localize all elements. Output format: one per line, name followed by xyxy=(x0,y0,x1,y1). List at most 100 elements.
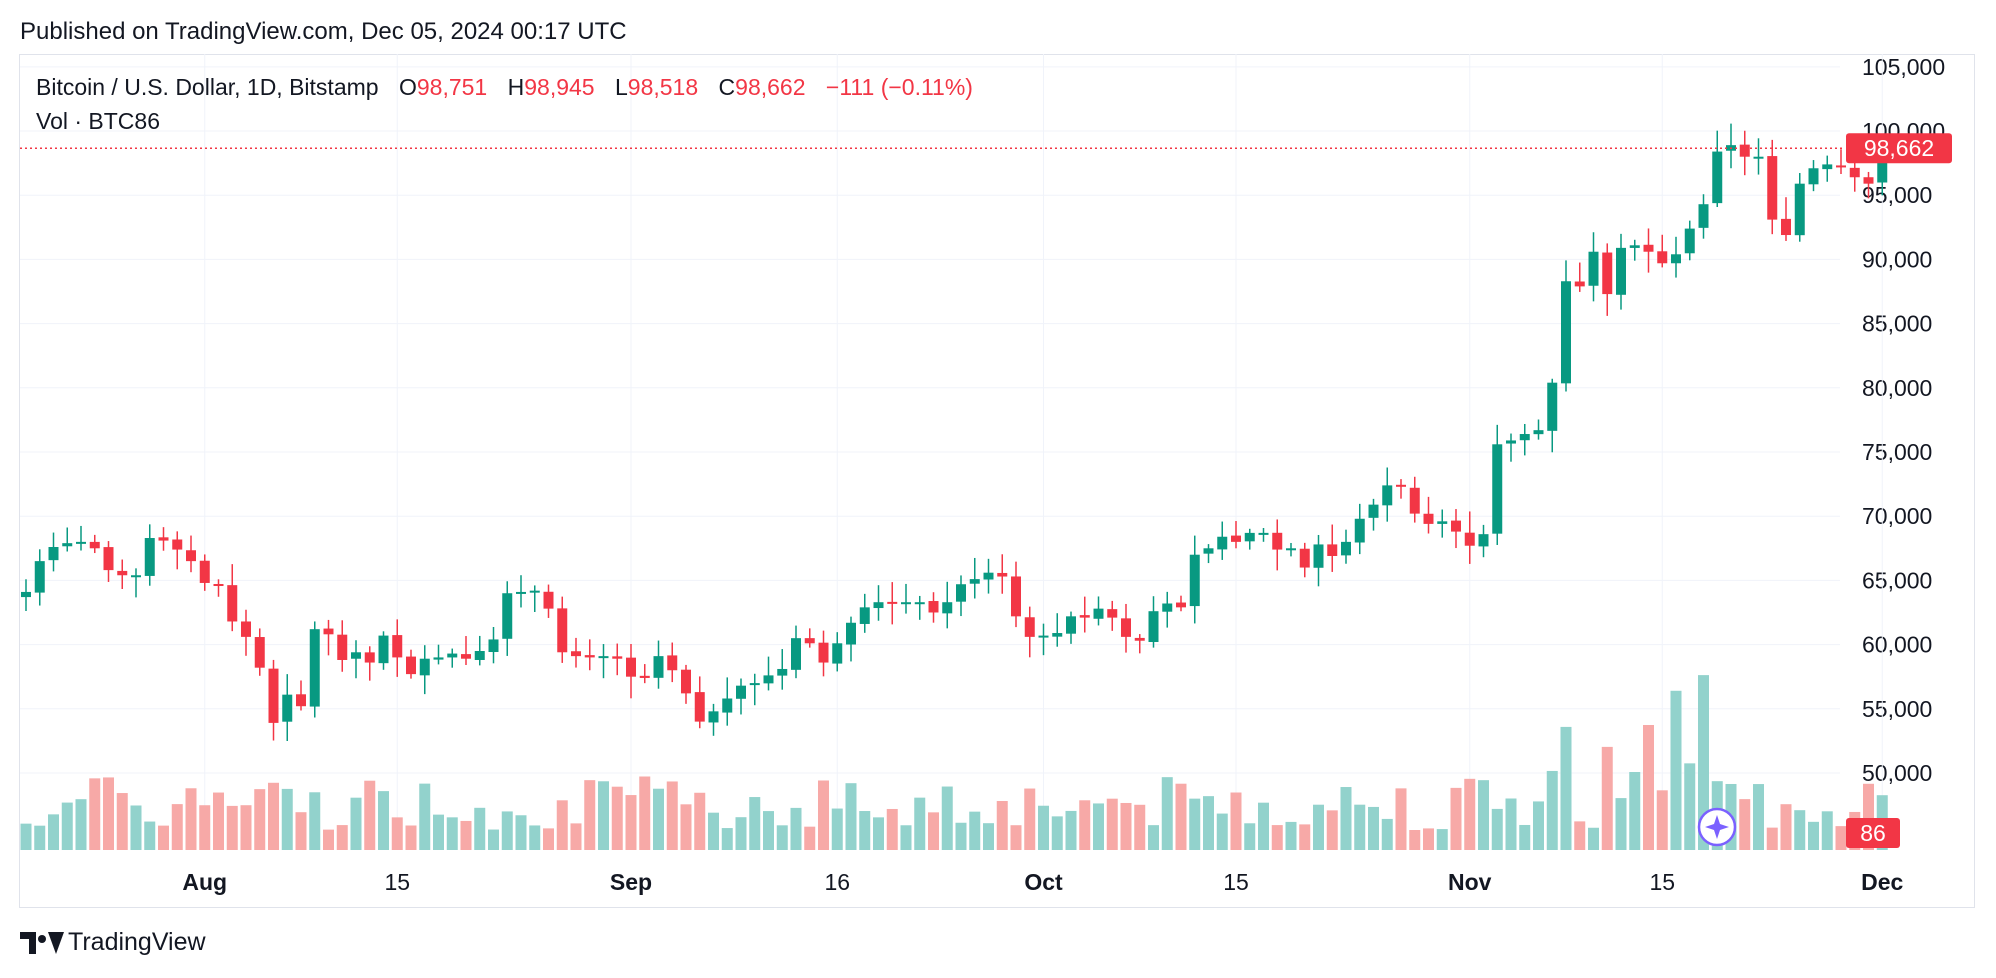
candle[interactable] xyxy=(1863,171,1874,199)
candle[interactable] xyxy=(1327,524,1338,572)
candle[interactable] xyxy=(1148,596,1159,648)
candle[interactable] xyxy=(351,640,361,679)
candle[interactable] xyxy=(1299,542,1310,578)
candle[interactable] xyxy=(1217,521,1228,560)
candle[interactable] xyxy=(969,557,980,599)
candle[interactable] xyxy=(1698,194,1709,239)
candle[interactable] xyxy=(227,564,238,632)
candle[interactable] xyxy=(873,585,884,621)
candle[interactable] xyxy=(337,620,348,672)
candle[interactable] xyxy=(1011,561,1021,628)
candle[interactable] xyxy=(571,637,581,668)
candle[interactable] xyxy=(158,527,169,551)
candle[interactable] xyxy=(1272,519,1283,571)
candle[interactable] xyxy=(612,643,623,676)
candle[interactable] xyxy=(832,632,843,672)
candle[interactable] xyxy=(1244,528,1255,550)
candle[interactable] xyxy=(254,628,265,676)
candle[interactable] xyxy=(241,609,251,656)
candle[interactable] xyxy=(1189,535,1200,624)
candle[interactable] xyxy=(543,584,554,618)
candle[interactable] xyxy=(1396,479,1406,499)
candle[interactable] xyxy=(653,640,664,689)
candle[interactable] xyxy=(584,639,595,671)
candle[interactable] xyxy=(887,582,898,625)
candle[interactable] xyxy=(447,648,458,668)
candle[interactable] xyxy=(777,649,788,690)
candle[interactable] xyxy=(131,568,141,598)
candle[interactable] xyxy=(997,554,1008,594)
candle[interactable] xyxy=(474,635,485,666)
candle[interactable] xyxy=(213,579,224,597)
candle[interactable] xyxy=(1024,606,1035,658)
candle[interactable] xyxy=(1574,262,1585,292)
candle[interactable] xyxy=(1616,233,1626,310)
candle[interactable] xyxy=(1629,239,1640,261)
candle[interactable] xyxy=(1506,433,1516,462)
candle[interactable] xyxy=(1258,528,1269,542)
candle[interactable] xyxy=(1079,596,1090,633)
candle[interactable] xyxy=(364,646,375,681)
candle[interactable] xyxy=(1726,123,1736,169)
candle[interactable] xyxy=(1368,498,1379,531)
candle[interactable] xyxy=(323,619,334,656)
candle[interactable] xyxy=(21,579,31,612)
candle[interactable] xyxy=(1203,544,1214,564)
candle[interactable] xyxy=(1107,600,1118,631)
candle[interactable] xyxy=(1547,378,1558,453)
candle[interactable] xyxy=(1519,423,1530,456)
candle[interactable] xyxy=(172,531,183,570)
candle[interactable] xyxy=(708,703,719,736)
candle[interactable] xyxy=(667,642,678,683)
candle[interactable] xyxy=(1382,467,1393,522)
candle[interactable] xyxy=(1423,496,1434,534)
candle[interactable] xyxy=(433,644,444,665)
candle[interactable] xyxy=(598,644,609,679)
candle[interactable] xyxy=(1588,232,1599,302)
candle[interactable] xyxy=(62,527,73,552)
candle[interactable] xyxy=(1478,524,1489,558)
candle[interactable] xyxy=(419,645,430,695)
candle[interactable] xyxy=(1533,419,1544,440)
candle[interactable] xyxy=(529,585,540,612)
candle[interactable] xyxy=(34,549,45,606)
candle[interactable] xyxy=(89,534,100,554)
candle[interactable] xyxy=(309,621,320,718)
candle[interactable] xyxy=(763,656,774,691)
candle[interactable] xyxy=(1643,228,1654,273)
candle[interactable] xyxy=(1822,155,1833,182)
candle[interactable] xyxy=(1286,542,1296,557)
candle[interactable] xyxy=(144,524,155,586)
candle[interactable] xyxy=(1739,130,1750,176)
candle[interactable] xyxy=(914,595,925,620)
candle[interactable] xyxy=(1657,234,1668,268)
candle[interactable] xyxy=(1437,509,1448,538)
candle[interactable] xyxy=(1712,130,1723,208)
candle[interactable] xyxy=(626,643,636,699)
candle[interactable] xyxy=(1162,591,1173,628)
candle[interactable] xyxy=(488,627,499,664)
candle[interactable] xyxy=(103,541,114,582)
candle[interactable] xyxy=(1134,634,1145,654)
assistant-sparkle-button[interactable] xyxy=(1697,807,1737,847)
candle[interactable] xyxy=(516,575,526,608)
candle[interactable] xyxy=(186,535,196,573)
candle[interactable] xyxy=(199,554,210,591)
candle[interactable] xyxy=(282,674,293,742)
candle[interactable] xyxy=(378,631,389,670)
candle[interactable] xyxy=(48,532,59,572)
candle[interactable] xyxy=(1176,595,1186,612)
candle[interactable] xyxy=(639,664,650,684)
candle[interactable] xyxy=(749,673,760,706)
candle[interactable] xyxy=(1052,613,1063,647)
candle[interactable] xyxy=(1313,534,1324,587)
candle[interactable] xyxy=(502,581,513,656)
candle[interactable] xyxy=(804,628,815,648)
candle[interactable] xyxy=(1451,509,1461,549)
candle[interactable] xyxy=(901,583,911,614)
candle[interactable] xyxy=(392,619,403,677)
candle[interactable] xyxy=(1093,596,1104,626)
candle[interactable] xyxy=(1849,162,1860,192)
candle[interactable] xyxy=(461,636,471,666)
candle[interactable] xyxy=(942,581,953,629)
